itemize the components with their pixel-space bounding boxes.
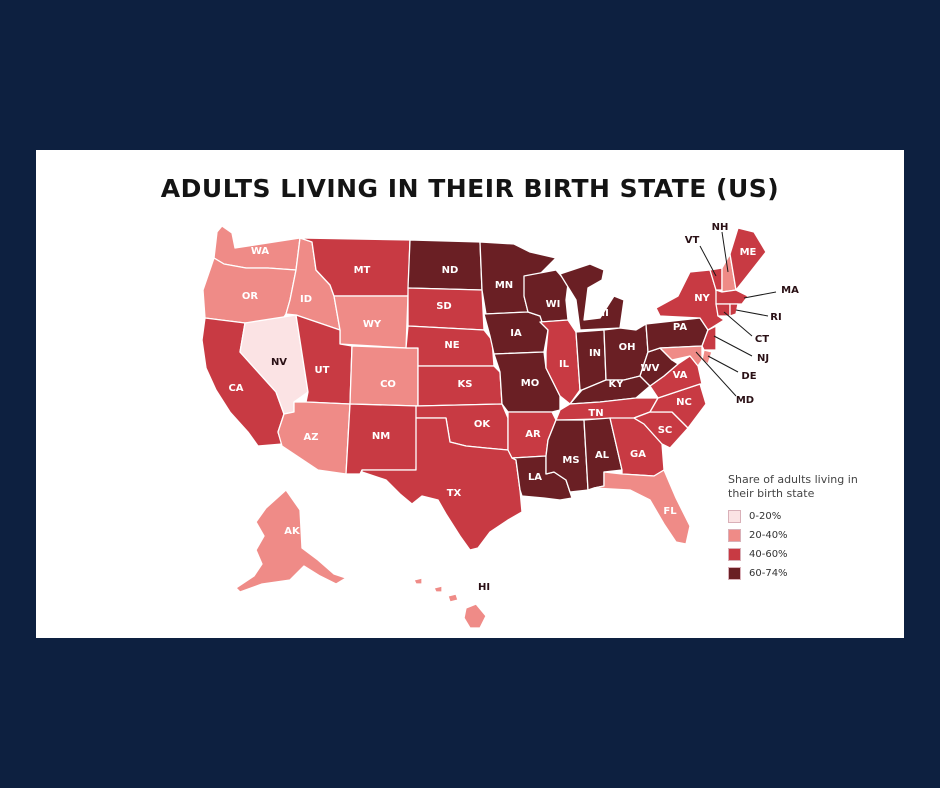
label-wa: WA (251, 246, 270, 257)
label-al: AL (595, 450, 610, 461)
label-ks: KS (458, 379, 473, 390)
label-or: OR (242, 291, 259, 302)
state-wy[interactable] (333, 295, 409, 349)
label-wi: WI (546, 299, 561, 310)
label-ma: MA (781, 285, 799, 296)
label-id: ID (300, 294, 312, 305)
label-nv: NV (271, 357, 287, 368)
label-mo: MO (521, 378, 539, 389)
label-co: CO (380, 379, 396, 390)
label-mt: MT (354, 265, 371, 276)
label-vt: VT (685, 235, 700, 246)
legend-label-40-60: 40-60% (749, 549, 788, 560)
label-tx: TX (447, 488, 462, 499)
label-ia: IA (510, 328, 522, 339)
label-az: AZ (304, 432, 319, 443)
label-ne: NE (444, 340, 459, 351)
state-ms[interactable] (545, 419, 589, 493)
label-fl: FL (663, 506, 677, 517)
state-de[interactable] (701, 349, 713, 365)
legend: Share of adults living in their birth st… (728, 473, 898, 583)
state-hi-island-3 (413, 577, 423, 585)
legend-item-60-74: 60-74% (728, 564, 898, 583)
state-hi-island-2 (433, 585, 443, 593)
label-nm: NM (372, 431, 390, 442)
state-mo[interactable] (493, 351, 561, 413)
legend-label-20-40: 20-40% (749, 530, 788, 541)
label-de: DE (741, 371, 756, 382)
state-hi-island-1 (447, 593, 459, 603)
state-in[interactable] (575, 329, 607, 391)
label-in: IN (589, 348, 601, 359)
label-sc: SC (658, 425, 673, 436)
legend-item-40-60: 40-60% (728, 545, 898, 564)
legend-label-60-74: 60-74% (749, 568, 788, 579)
label-ky: KY (609, 379, 625, 390)
label-nj: NJ (757, 353, 769, 364)
label-mi: MI (595, 308, 609, 319)
label-nc: NC (676, 397, 692, 408)
label-me: ME (740, 247, 757, 258)
label-wv: WV (641, 363, 660, 374)
label-il: IL (559, 359, 570, 370)
label-la: LA (528, 472, 542, 483)
state-md[interactable] (659, 345, 703, 367)
map-title: ADULTS LIVING IN THEIR BIRTH STATE (US) (160, 174, 780, 203)
legend-item-20-40: 20-40% (728, 526, 898, 545)
legend-swatch-40-60 (728, 548, 741, 561)
legend-item-0-20: 0-20% (728, 507, 898, 526)
label-sd: SD (436, 301, 452, 312)
state-tx[interactable] (361, 417, 523, 551)
state-labels: WA OR CA NV ID MT WY UT CO AZ NM ND SD N… (228, 222, 799, 593)
label-ga: GA (630, 449, 646, 460)
state-mi[interactable] (559, 263, 625, 331)
label-wy: WY (363, 319, 382, 330)
label-hi: HI (478, 582, 490, 593)
label-ca: CA (228, 383, 243, 394)
legend-swatch-60-74 (728, 567, 741, 580)
legend-label-0-20: 0-20% (749, 511, 782, 522)
label-ar: AR (525, 429, 541, 440)
label-nh: NH (712, 222, 729, 233)
state-ma[interactable] (715, 289, 749, 305)
callout-lines (695, 231, 777, 397)
label-mn: MN (495, 280, 513, 291)
label-nd: ND (442, 265, 459, 276)
label-md: MD (736, 395, 754, 406)
label-pa: PA (673, 322, 687, 333)
label-ny: NY (694, 293, 710, 304)
label-tn: TN (588, 408, 603, 419)
legend-swatch-0-20 (728, 510, 741, 523)
label-ak: AK (284, 526, 301, 537)
legend-title: Share of adults living in their birth st… (728, 473, 858, 500)
state-hi[interactable] (463, 603, 487, 629)
state-ri[interactable] (729, 303, 739, 317)
label-ct: CT (755, 334, 769, 345)
label-va: VA (673, 370, 688, 381)
legend-swatch-20-40 (728, 529, 741, 542)
state-co[interactable] (349, 345, 419, 407)
label-ri: RI (770, 312, 781, 323)
state-il[interactable] (539, 319, 581, 405)
state-nj[interactable] (701, 325, 717, 351)
label-oh: OH (619, 342, 636, 353)
state-me[interactable] (729, 227, 767, 291)
state-ct[interactable] (715, 303, 731, 317)
state-fl[interactable] (593, 469, 691, 545)
label-ut: UT (315, 365, 330, 376)
state-ak[interactable] (235, 489, 347, 593)
label-ms: MS (562, 455, 579, 466)
label-ok: OK (474, 419, 492, 430)
